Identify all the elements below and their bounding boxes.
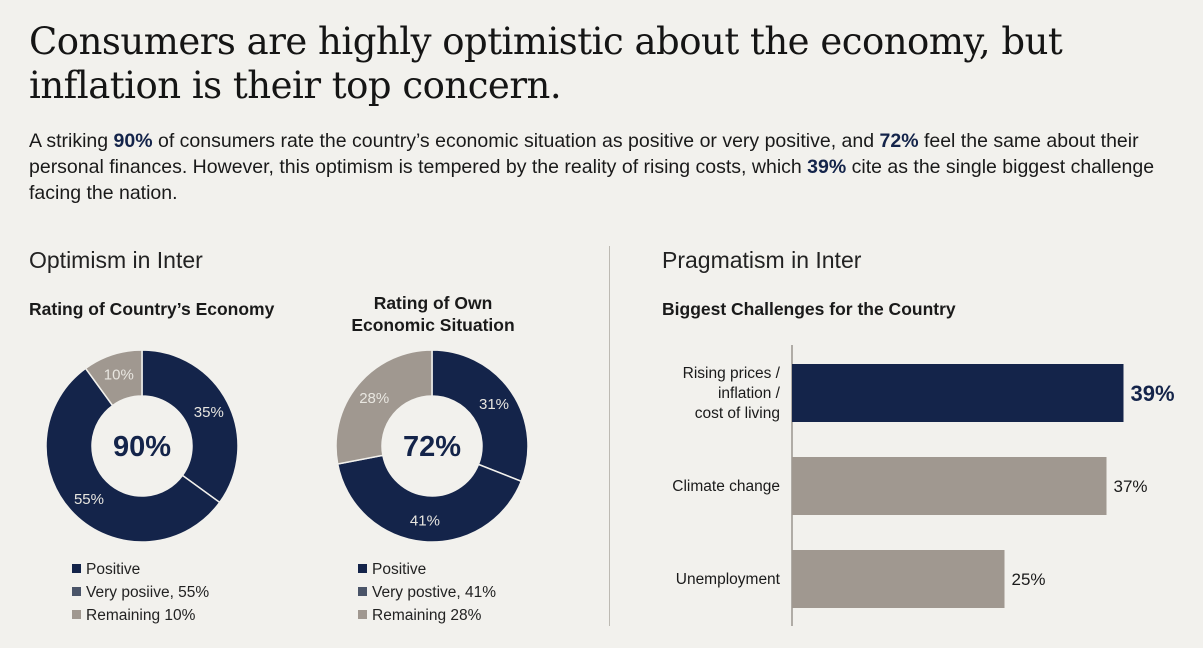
bar (792, 457, 1107, 515)
section-divider (609, 246, 610, 626)
bar-category-label: Climate change (672, 478, 780, 495)
bar-category-label-line: Unemployment (676, 571, 781, 588)
legend-swatch (72, 587, 81, 596)
legend-label: Remaining 28% (372, 607, 482, 624)
legend-label: Very posiive, 55% (86, 584, 210, 601)
legend-item: Remaining 28% (358, 604, 496, 627)
bar-category-label-line: Rising prices / (683, 365, 781, 382)
legend-swatch (358, 587, 367, 596)
legend-item: Positive (358, 558, 496, 581)
donut-slice (335, 349, 433, 465)
right-section-heading: Pragmatism in Inter (662, 247, 862, 273)
intro-paragraph: A striking 90% of consumers rate the cou… (29, 128, 1179, 206)
slice-label: 35% (194, 404, 224, 421)
bar-category-label-line: inflation / (718, 385, 781, 402)
slice-label: 31% (479, 396, 509, 413)
donut-slice (431, 349, 529, 483)
bar-value-label: 25% (1012, 570, 1046, 589)
donut2-legend: Positive Very postive, 41% Remaining 28% (358, 558, 496, 627)
slice-label: 55% (74, 491, 104, 508)
bar (792, 364, 1124, 422)
donut-center-value: 72% (403, 431, 461, 463)
legend-label: Positive (86, 561, 141, 578)
intro-highlight: 39% (807, 156, 847, 178)
intro-text: feel the same about their personal finan… (29, 130, 1139, 178)
legend-label: Positive (372, 561, 427, 578)
donut-slice (45, 367, 221, 543)
legend-swatch (72, 610, 81, 619)
donut1-title: Rating of Country’s Economy (29, 299, 275, 319)
intro-text: cite as the single biggest challenge fac… (29, 156, 1155, 204)
bar-value-label: 37% (1114, 477, 1148, 496)
intro-highlight: 72% (879, 130, 919, 152)
donut2-title: Rating of Own Economic Situation (351, 293, 515, 335)
legend-swatch (358, 564, 367, 573)
legend-item: Very postive, 41% (358, 581, 496, 604)
left-section-heading: Optimism in Inter (29, 247, 203, 273)
intro-text: A striking (29, 130, 114, 152)
bar-category-label-line: cost of living (695, 405, 780, 422)
donut-slice (336, 454, 523, 543)
intro-text: of consumers rate the country’s economic… (152, 130, 880, 152)
legend-swatch (72, 564, 81, 573)
slice-label: 28% (359, 390, 389, 407)
bar (792, 550, 1005, 608)
bar-category-label: Unemployment (676, 571, 781, 588)
legend-label: Very postive, 41% (372, 584, 497, 601)
legend-item: Remaining 10% (72, 604, 209, 627)
legend-item: Positive (72, 558, 209, 581)
slice-label: 10% (104, 367, 134, 384)
bar-value-label: 39% (1131, 381, 1175, 406)
bar-category-label: Rising prices / inflation / cost of living (683, 365, 781, 422)
donut-center-value: 90% (113, 431, 171, 463)
page-title: Consumers are highly optimistic about th… (29, 20, 1063, 107)
donut1-legend: Positive Very posiive, 55% Remaining 10% (72, 558, 209, 627)
bar-chart-title: Biggest Challenges for the Country (662, 299, 956, 319)
donut-slice (84, 349, 143, 407)
legend-label: Remaining 10% (86, 607, 196, 624)
slice-label: 41% (410, 513, 440, 530)
intro-highlight: 90% (113, 130, 153, 152)
bar-category-label-line: Climate change (672, 478, 780, 495)
legend-swatch (358, 610, 367, 619)
donut-slice (141, 349, 239, 504)
legend-item: Very posiive, 55% (72, 581, 209, 604)
